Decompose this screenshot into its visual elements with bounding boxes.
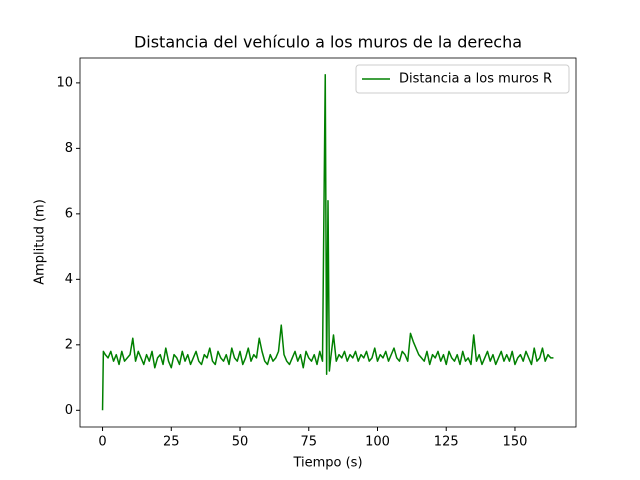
y-tick-label: 4 [65,272,73,287]
x-axis-label: Tiempo (s) [292,456,362,471]
y-tick-label: 8 [65,141,73,156]
x-tick-label: 50 [232,435,249,450]
y-tick-label: 6 [65,206,73,221]
chart-title: Distancia del vehículo a los muros de la… [134,33,522,52]
x-tick-label: 75 [300,435,317,450]
plot-frame [79,57,577,428]
x-tick-label: 100 [365,435,390,450]
legend-box [355,64,570,94]
y-tick-label: 10 [56,75,73,90]
x-tick-label: 150 [503,435,528,450]
y-axis-label: Amplitud (m) [33,199,48,285]
data-line [101,73,554,411]
y-tick-label: 0 [65,403,73,418]
legend-label: Distancia a los muros R [399,72,552,87]
x-tick-label: 0 [98,435,106,450]
x-tick-label: 125 [434,435,459,450]
x-tick-label: 25 [163,435,180,450]
y-tick-label: 2 [65,337,73,352]
